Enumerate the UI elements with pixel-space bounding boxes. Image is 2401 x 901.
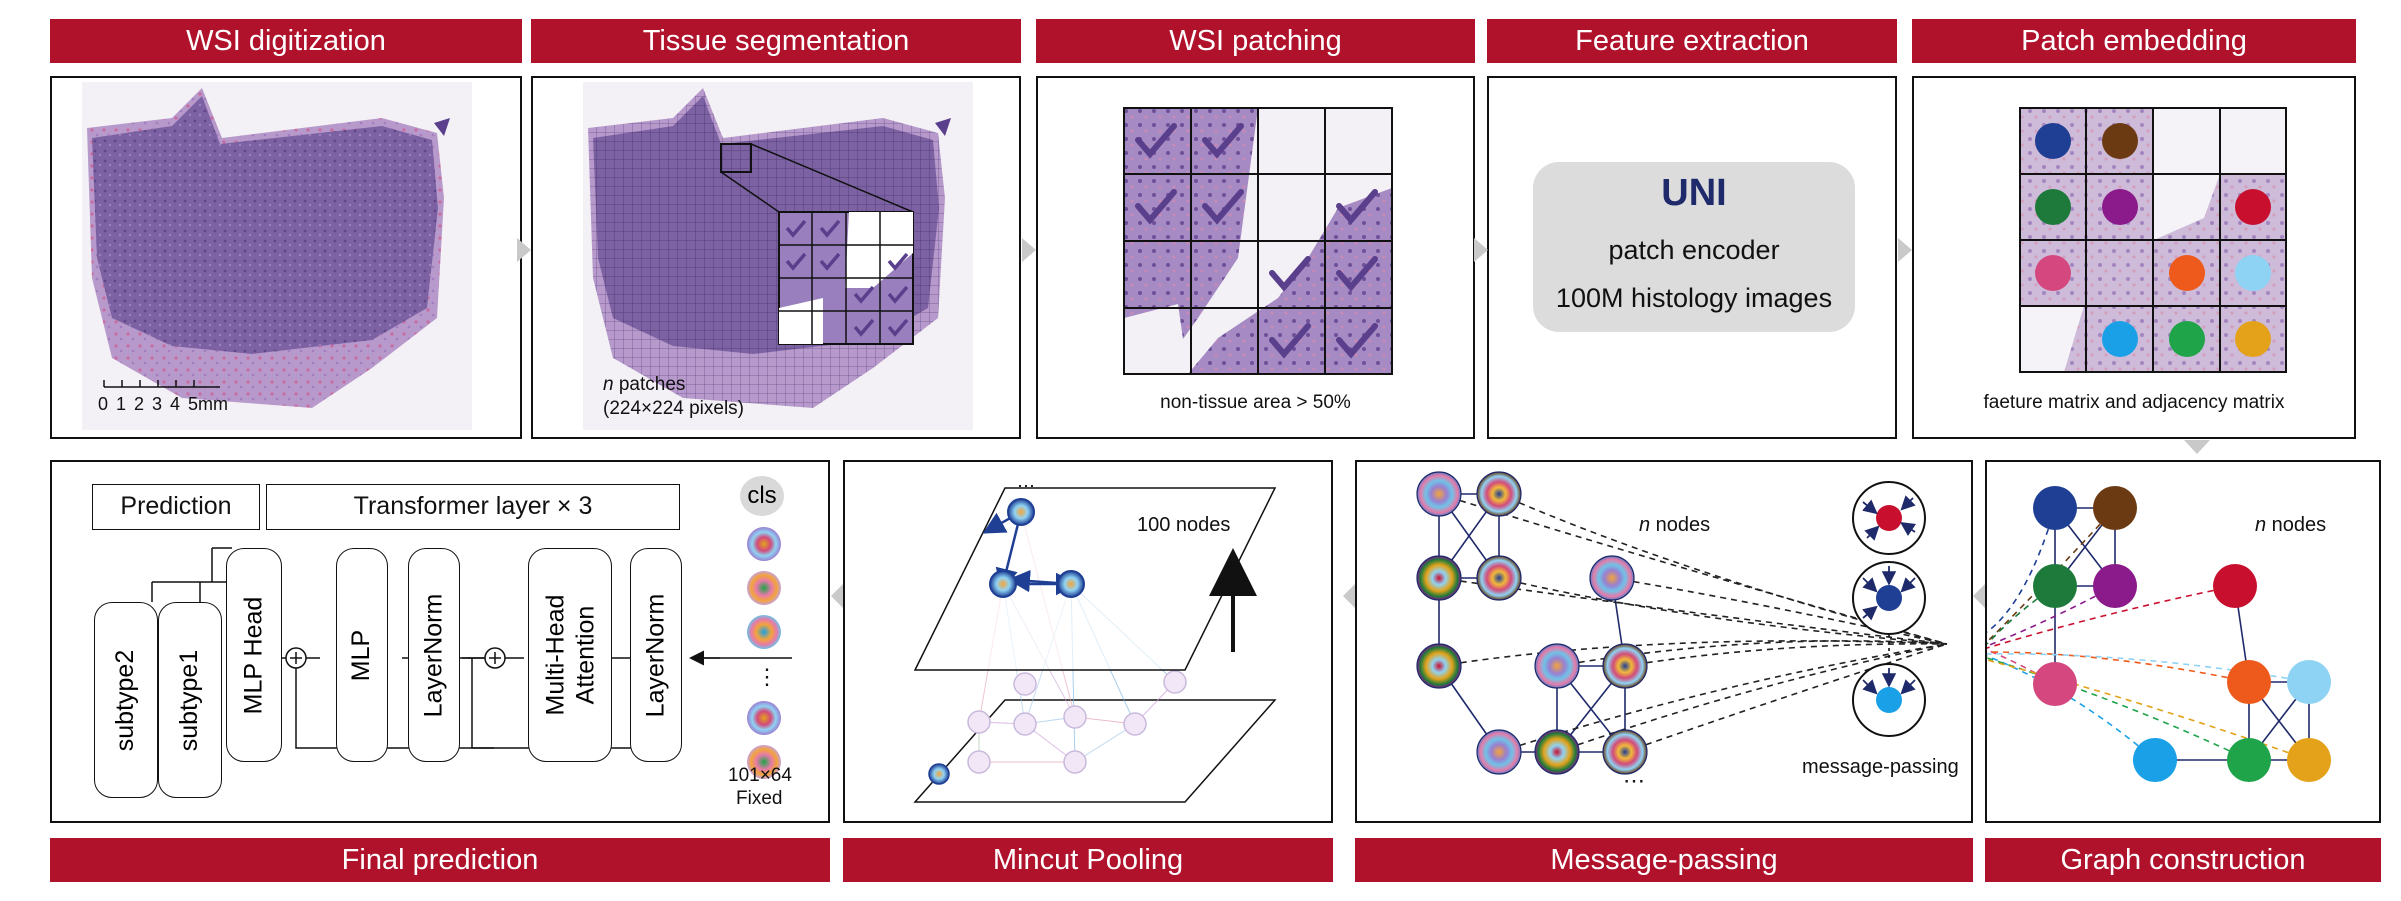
block-mlp: MLP [336, 548, 388, 762]
svg-text:⋯: ⋯ [1017, 476, 1035, 496]
flow-arrow-2 [1022, 238, 1036, 262]
block-layernorm-2: LayerNorm [630, 548, 682, 762]
patches-text: patches [613, 374, 686, 395]
transformer-header-box [266, 484, 680, 530]
graph-construction-diagram [1986, 486, 2331, 782]
step-banner-graph-construction: Graph construction [1985, 838, 2381, 882]
uni-line-1: patch encoder [1608, 235, 1780, 265]
block-subtype1-label: subtype1 [175, 649, 204, 751]
zoomed-patch-grid [778, 211, 914, 345]
graph-nodes-label: n nodes [2255, 514, 2326, 537]
message-nodes-n: n [1639, 514, 1651, 536]
step-banner-wsi-patching: WSI patching [1036, 19, 1475, 63]
scale-tick-1: 1 [116, 394, 127, 414]
graph-nodes-n: n [2255, 514, 2267, 536]
block-layernorm-2-label: LayerNorm [641, 593, 670, 717]
block-mha-label: Multi-Head Attention [540, 595, 600, 716]
step-banner-message-passing: Message-passing [1355, 838, 1973, 882]
transformer-header-label: Transformer layer × 3 [353, 492, 593, 520]
segmented-slide-image [583, 82, 973, 430]
message-nodes-text: nodes [1650, 514, 1711, 536]
step-banner-wsi-digitization: WSI digitization [50, 19, 522, 63]
panel-wsi-patching: non-tissue area > 50% [1036, 76, 1475, 439]
mincut-nodes-label: 100 nodes [1137, 514, 1231, 536]
cls-token: cls [740, 476, 784, 516]
uni-line-2: 100M histology images [1555, 283, 1833, 313]
graph-nodes-text: nodes [2266, 514, 2327, 536]
flow-arrow-8 [831, 584, 843, 608]
panel-message-passing: ⋯ [1355, 460, 1973, 823]
panel-tissue-segmentation: n patches (224×224 pixels) [531, 76, 1021, 439]
prediction-header-label: Prediction [120, 492, 232, 520]
patches-n: n [603, 374, 614, 395]
token-size-label: 101×64 [728, 765, 792, 786]
scale-tick-2: 2 [134, 394, 145, 414]
message-passing-insets [1852, 481, 1926, 737]
wsi-slide-image [82, 82, 472, 430]
flow-arrow-7 [1343, 584, 1355, 608]
flow-arrow-5 [2184, 440, 2210, 454]
block-subtype2: subtype2 [94, 602, 158, 798]
step-banner-mincut-pooling: Mincut Pooling [843, 838, 1333, 882]
step-banner-patch-embedding: Patch embedding [1912, 19, 2356, 63]
mincut-pooling-diagram: ⋯ [913, 476, 1277, 803]
block-mlp-head: MLP Head [226, 548, 282, 762]
step-banner-feature-extraction: Feature extraction [1487, 19, 1897, 63]
token-fixed-label: Fixed [736, 788, 783, 809]
block-subtype1: subtype1 [158, 602, 222, 798]
patch-size-label: (224×224 pixels) [603, 398, 745, 419]
panel-graph-construction: n nodes [1985, 460, 2381, 823]
flow-arrow-6 [1973, 584, 1985, 608]
block-multi-head-attention: Multi-Head Attention [528, 548, 612, 762]
scale-tick-5mm: 5mm [188, 394, 228, 414]
block-subtype2-label: subtype2 [111, 649, 140, 751]
prediction-header-box [92, 484, 260, 530]
panel-patch-embedding: faeture matrix and adjacency matrix [1912, 76, 2356, 439]
embedding-grid [2019, 107, 2287, 373]
svg-text:⋯: ⋯ [1623, 768, 1645, 793]
cls-token-label: cls [747, 482, 777, 509]
block-mha-line-2: Attention [571, 605, 599, 705]
patching-caption: non-tissue area > 50% [1160, 392, 1351, 413]
flow-arrow-4 [1898, 238, 1912, 262]
embedding-caption: faeture matrix and adjacency matrix [1983, 392, 2285, 413]
message-passing-diagram: ⋯ [1416, 471, 1948, 793]
block-mlp-label: MLP [347, 629, 376, 681]
scale-tick-3: 3 [152, 394, 163, 414]
block-mlp-head-label: MLP Head [239, 596, 268, 714]
block-mha-line-1: Multi-Head [541, 594, 569, 716]
token-column [747, 527, 781, 779]
block-layernorm-1-label: LayerNorm [419, 593, 448, 717]
scale-tick-0: 0 [98, 394, 109, 414]
uni-encoder-box [1533, 162, 1855, 332]
panel-mincut-pooling: ⋯ 100 nodes [843, 460, 1333, 823]
step-banner-final-prediction: Final prediction [50, 838, 830, 882]
step-banner-tissue-segmentation: Tissue segmentation [531, 19, 1021, 63]
patches-count-label: n patches [603, 374, 685, 396]
scale-bar [103, 380, 220, 388]
panel-final-prediction: Prediction Transformer layer × 3 subtype… [50, 460, 830, 823]
block-layernorm-1: LayerNorm [408, 548, 460, 762]
panel-wsi-digitization: 0 1 2 3 4 5mm [50, 76, 522, 439]
uni-model-name: UNI [1661, 172, 1727, 214]
message-passing-caption: message-passing [1802, 756, 1959, 778]
panel-feature-extraction: UNI patch encoder 100M histology images [1487, 76, 1897, 439]
token-ellipsis: ⋮ [756, 664, 778, 689]
patching-grid [1123, 107, 1393, 375]
flow-arrow-3 [1474, 238, 1488, 262]
message-nodes-label: n nodes [1639, 514, 1710, 537]
scale-tick-4: 4 [170, 394, 181, 414]
